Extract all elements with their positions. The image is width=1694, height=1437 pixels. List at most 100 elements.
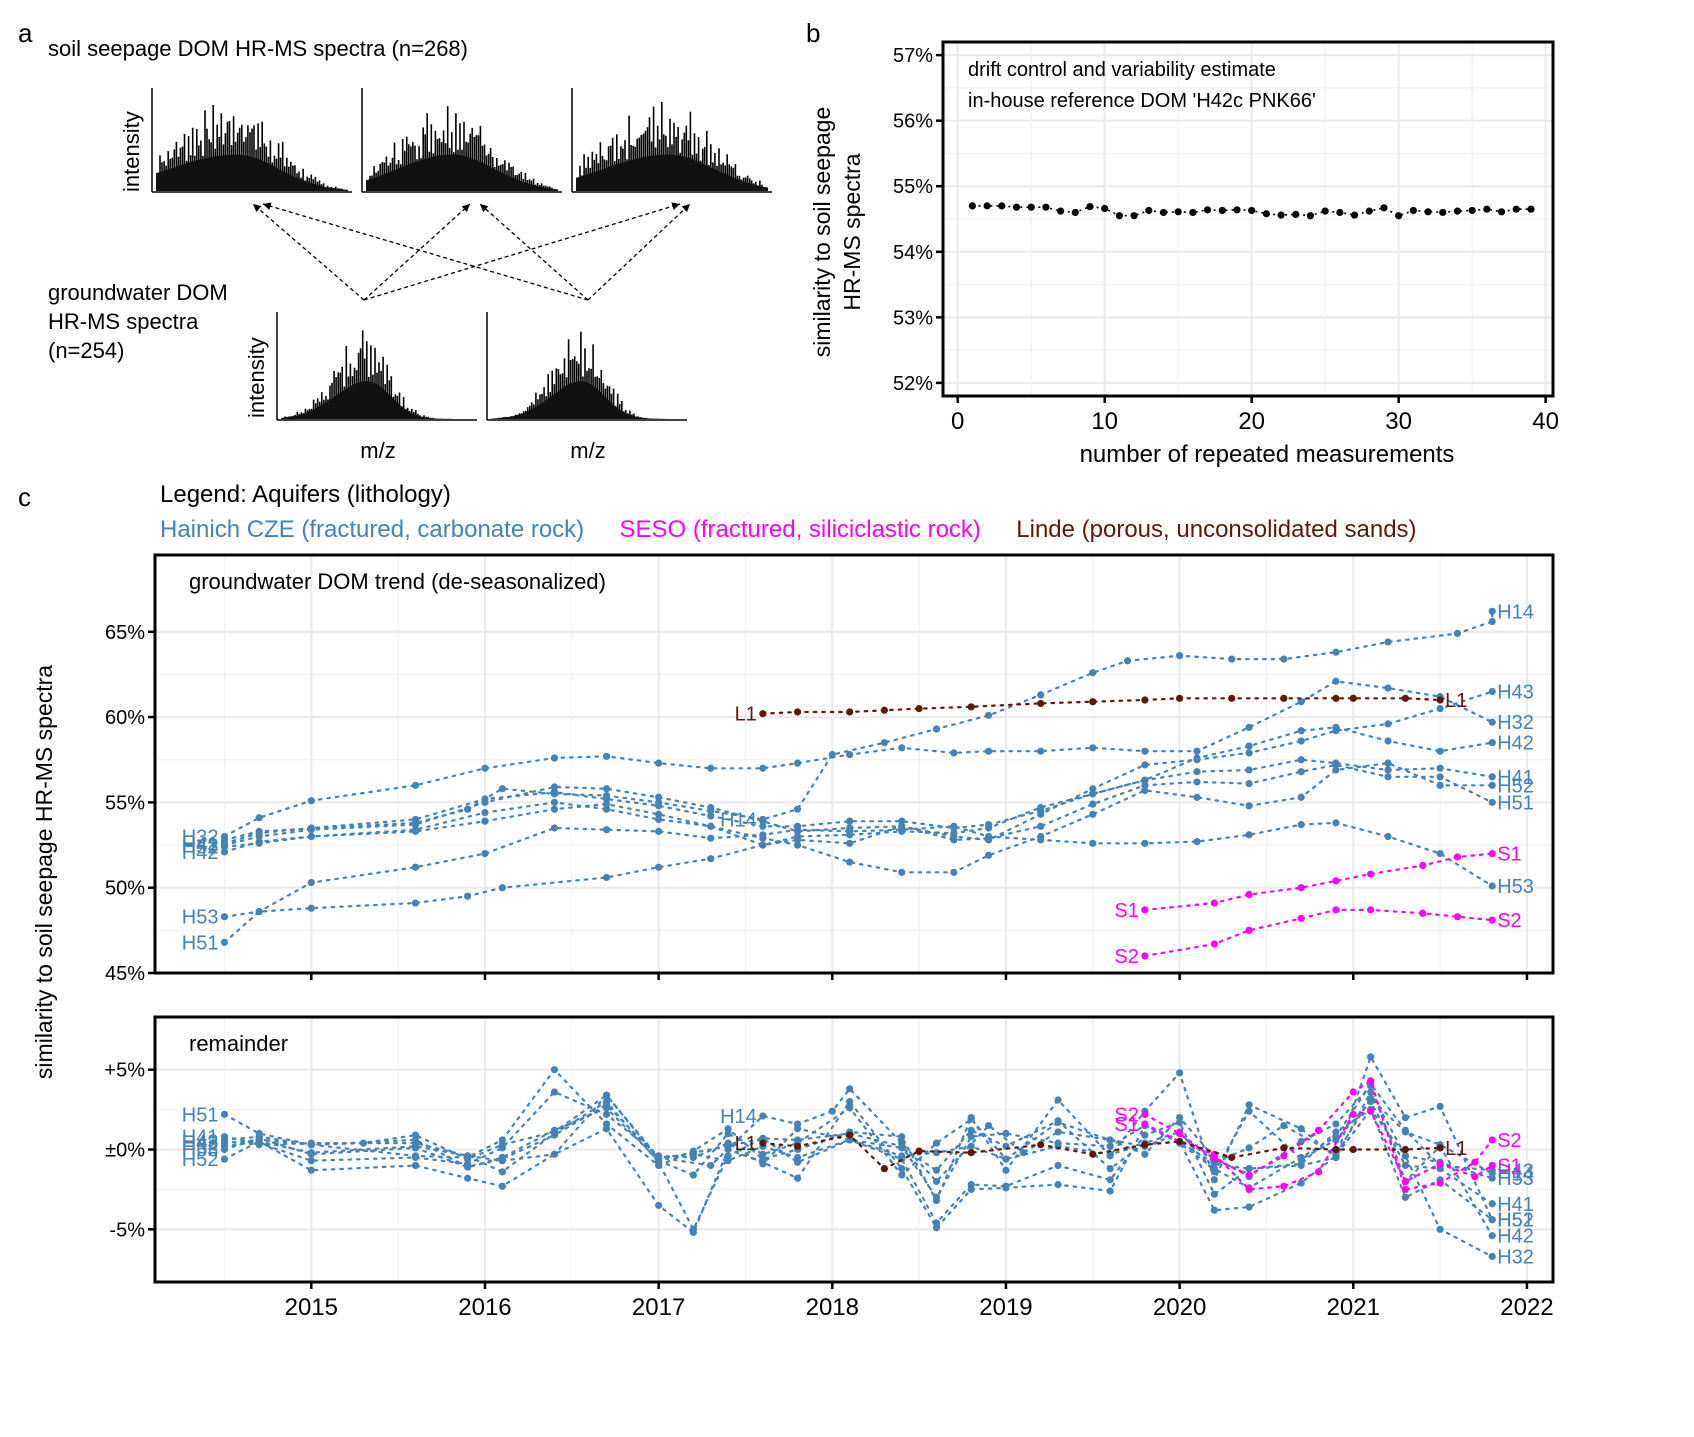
series-point xyxy=(307,826,315,834)
series-point xyxy=(1453,913,1462,921)
drift-point xyxy=(1409,206,1417,215)
y-tick-label: 45% xyxy=(105,963,145,985)
series-point xyxy=(602,795,611,803)
series-point xyxy=(550,1131,559,1139)
series-point xyxy=(1280,694,1288,702)
series-point xyxy=(220,848,229,856)
series-point xyxy=(1141,839,1149,847)
series-point xyxy=(1054,1096,1062,1104)
panel-c-trend-plot: 45% 50% 55% 60% 65% groundwater DOM trend (de… xyxy=(105,553,1555,985)
series-point xyxy=(1436,849,1444,858)
series-h52: H52 H52 xyxy=(182,759,1534,876)
similarity-arrow xyxy=(363,202,681,301)
series-point xyxy=(724,1145,732,1154)
series-line xyxy=(761,1133,1442,1171)
series-point xyxy=(689,1150,697,1158)
drift-point xyxy=(1189,208,1197,217)
series-point xyxy=(1436,781,1444,789)
series-point xyxy=(1245,749,1253,757)
series-point xyxy=(1297,1179,1305,1187)
series-point xyxy=(1332,677,1340,685)
series-point xyxy=(1054,1118,1062,1126)
series-point xyxy=(1436,1225,1444,1233)
series-point xyxy=(602,826,611,834)
series-end-label: L1 xyxy=(1445,690,1467,712)
series-point xyxy=(1141,952,1149,960)
series-point xyxy=(1106,1176,1114,1184)
series-point xyxy=(1245,1185,1253,1194)
series-start-label: S1 xyxy=(1114,900,1138,922)
x-tick-label: 2020 xyxy=(1153,1294,1206,1321)
series-point xyxy=(1193,756,1201,764)
series-point xyxy=(1141,696,1149,704)
series-point xyxy=(898,817,906,825)
series-point xyxy=(220,1110,229,1118)
series-start-label: H52 xyxy=(182,837,219,859)
series-point xyxy=(550,824,559,832)
series-point xyxy=(1141,1110,1149,1118)
drift-point xyxy=(1306,212,1315,220)
series-point xyxy=(1332,877,1340,885)
drift-point xyxy=(1248,206,1256,215)
similarity-arrow xyxy=(363,203,471,301)
series-point xyxy=(1193,768,1201,776)
x-tick-label: 0 xyxy=(951,408,964,435)
series-point xyxy=(1332,1120,1340,1128)
drift-point xyxy=(1027,203,1035,211)
series-point xyxy=(550,1088,559,1096)
series-point xyxy=(463,805,472,813)
series-end-label: H51 xyxy=(1497,1210,1534,1232)
series-start-label: S2 xyxy=(1114,1104,1138,1126)
panel-c-chart: similarity to soil seepage HR-MS spectra… xyxy=(31,553,1555,1321)
series-point xyxy=(1332,727,1340,735)
series-point xyxy=(1436,764,1444,772)
series-point xyxy=(967,1126,975,1134)
series-point xyxy=(1176,652,1184,660)
drift-point xyxy=(1365,207,1373,215)
panel-b-plot: 52% 53% 54% 55% 56% 57% 0 10 20 30 40 drift control… xyxy=(809,40,1559,468)
series-point xyxy=(846,708,854,716)
drift-point xyxy=(1336,208,1344,217)
series-point xyxy=(1280,1144,1288,1152)
series-point xyxy=(1193,838,1201,846)
series-point xyxy=(1401,1193,1409,1201)
series-point xyxy=(1314,1168,1323,1176)
series-point xyxy=(1488,882,1496,890)
y-tick-label: 57% xyxy=(893,45,933,67)
drift-point xyxy=(1424,208,1432,216)
series-point xyxy=(1210,1190,1218,1198)
series-point xyxy=(481,798,489,806)
drift-point xyxy=(1527,205,1535,213)
y-tick-label: 55% xyxy=(105,792,145,814)
series-point xyxy=(880,739,888,747)
series-point xyxy=(1089,790,1097,798)
series-point xyxy=(707,764,715,772)
series-point xyxy=(220,913,229,921)
series-point xyxy=(255,839,263,847)
drift-point xyxy=(1233,206,1241,214)
series-point xyxy=(550,754,559,762)
series-point xyxy=(1245,1101,1253,1109)
series-point xyxy=(1488,687,1496,696)
series-point xyxy=(1141,747,1149,755)
series-start-label: H43 xyxy=(182,1132,219,1154)
series-point xyxy=(1245,1165,1253,1173)
series-point xyxy=(1367,906,1375,914)
series-point xyxy=(1297,884,1305,892)
series-point xyxy=(984,851,993,859)
series-point xyxy=(498,1155,506,1163)
panel-b-xlabel: number of repeated measurements xyxy=(1080,441,1455,468)
series-point xyxy=(1488,607,1496,615)
similarity-arrow xyxy=(252,203,365,301)
series-s2: S2 S2 xyxy=(1114,906,1522,968)
series-point xyxy=(898,826,906,834)
series-point xyxy=(1488,718,1496,726)
series-point xyxy=(1401,1185,1409,1194)
series-point xyxy=(1176,1129,1184,1138)
y-tick-label: ±0% xyxy=(105,1140,145,1162)
drift-point xyxy=(1145,206,1153,215)
series-point xyxy=(1332,1145,1340,1154)
series-point xyxy=(1141,1150,1149,1158)
panel-c-subtitle: groundwater DOM trend (de-seasonalized) xyxy=(189,569,606,594)
series-point xyxy=(411,815,420,824)
